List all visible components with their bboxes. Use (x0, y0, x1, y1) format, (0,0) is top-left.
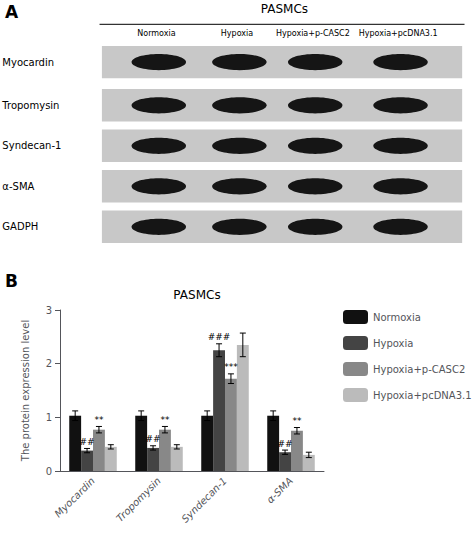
svg-text:Hypoxia+pcDNA3.1: Hypoxia+pcDNA3.1 (373, 390, 472, 401)
svg-text:Tropomysin: Tropomysin (114, 475, 163, 524)
svg-text:α-SMA: α-SMA (2, 181, 34, 192)
svg-text:**: ** (94, 415, 104, 425)
svg-text:##: ## (80, 437, 95, 447)
svg-text:##: ## (146, 434, 161, 444)
svg-text:Hypoxia+p-CASC2: Hypoxia+p-CASC2 (276, 29, 350, 38)
svg-text:Tropomysin: Tropomysin (1, 100, 59, 111)
svg-text:Hypoxia: Hypoxia (373, 338, 413, 349)
svg-text:3: 3 (46, 305, 52, 316)
svg-text:B: B (5, 271, 18, 291)
svg-text:Syndecan-1: Syndecan-1 (2, 140, 61, 151)
svg-text:PASMCs: PASMCs (261, 2, 308, 16)
svg-text:The protein expression level: The protein expression level (20, 320, 31, 462)
svg-text:**: ** (160, 415, 170, 425)
svg-text:GADPH: GADPH (2, 221, 38, 232)
svg-text:**: ** (292, 416, 302, 426)
svg-text:2: 2 (46, 358, 52, 369)
svg-text:Normoxia: Normoxia (373, 312, 421, 323)
svg-text:Hypoxia+p-CASC2: Hypoxia+p-CASC2 (373, 364, 465, 375)
svg-text:1: 1 (46, 412, 52, 423)
svg-text:Hypoxia+pcDNA3.1: Hypoxia+pcDNA3.1 (359, 29, 438, 38)
svg-text:A: A (5, 2, 19, 22)
svg-text:***: *** (224, 362, 238, 372)
svg-text:###: ### (208, 332, 231, 342)
svg-text:Myocardin: Myocardin (52, 475, 96, 519)
svg-text:Normoxia: Normoxia (137, 29, 175, 38)
svg-text:α-SMA: α-SMA (265, 475, 296, 506)
svg-text:Syndecan-1: Syndecan-1 (179, 475, 228, 524)
svg-text:PASMCs: PASMCs (173, 288, 220, 302)
svg-text:Myocardin: Myocardin (2, 57, 54, 68)
svg-text:0: 0 (46, 466, 52, 477)
svg-text:Hypoxia: Hypoxia (221, 29, 253, 38)
svg-text:##: ## (278, 439, 293, 449)
